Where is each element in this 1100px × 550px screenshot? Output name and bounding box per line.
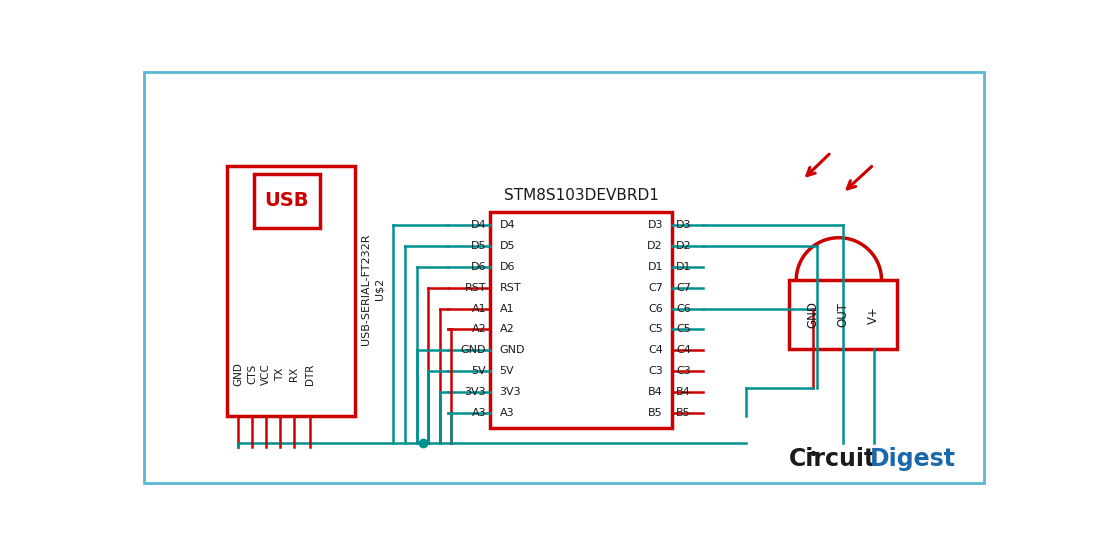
Text: C3: C3 xyxy=(676,366,691,376)
Text: C6: C6 xyxy=(648,304,663,313)
Text: C4: C4 xyxy=(648,345,663,355)
Text: GND: GND xyxy=(806,301,820,328)
Text: 5V: 5V xyxy=(499,366,514,376)
FancyBboxPatch shape xyxy=(254,174,320,228)
Text: C5: C5 xyxy=(676,324,691,334)
Text: 3V3: 3V3 xyxy=(499,387,521,397)
Text: D3: D3 xyxy=(676,221,692,230)
Text: OUT: OUT xyxy=(836,302,849,327)
Text: RST: RST xyxy=(464,283,486,293)
Text: D3: D3 xyxy=(648,221,663,230)
FancyBboxPatch shape xyxy=(144,72,983,483)
Text: C5: C5 xyxy=(648,324,663,334)
Text: D6: D6 xyxy=(471,262,486,272)
Text: VCC: VCC xyxy=(261,363,271,385)
Text: C6: C6 xyxy=(676,304,691,313)
FancyBboxPatch shape xyxy=(789,280,896,349)
Text: A2: A2 xyxy=(472,324,486,334)
Text: D4: D4 xyxy=(471,221,486,230)
Text: A2: A2 xyxy=(499,324,514,334)
Text: C3: C3 xyxy=(648,366,663,376)
Text: USB-SERIAL-FT232R: USB-SERIAL-FT232R xyxy=(361,234,371,345)
Text: GND: GND xyxy=(499,345,525,355)
Text: DTR: DTR xyxy=(305,364,315,384)
Text: B5: B5 xyxy=(676,408,691,417)
Text: D6: D6 xyxy=(499,262,515,272)
Text: B4: B4 xyxy=(648,387,663,397)
Text: GND: GND xyxy=(461,345,486,355)
Text: C4: C4 xyxy=(676,345,691,355)
Text: B5: B5 xyxy=(648,408,663,417)
Text: A1: A1 xyxy=(472,304,486,313)
FancyBboxPatch shape xyxy=(491,212,672,428)
Text: D1: D1 xyxy=(648,262,663,272)
Text: Digest: Digest xyxy=(870,447,956,471)
Text: U$2: U$2 xyxy=(374,278,384,300)
Text: D5: D5 xyxy=(499,241,515,251)
Text: RX: RX xyxy=(289,367,299,381)
Text: D4: D4 xyxy=(499,221,515,230)
Text: Circuit: Circuit xyxy=(789,447,876,471)
Text: STM8S103DEVBRD1: STM8S103DEVBRD1 xyxy=(504,188,659,203)
Text: A1: A1 xyxy=(499,304,514,313)
Text: 3V3: 3V3 xyxy=(464,387,486,397)
FancyBboxPatch shape xyxy=(227,166,354,416)
Text: D2: D2 xyxy=(676,241,692,251)
Text: D5: D5 xyxy=(471,241,486,251)
Text: A3: A3 xyxy=(499,408,514,417)
Text: A3: A3 xyxy=(472,408,486,417)
Text: 5V: 5V xyxy=(472,366,486,376)
Text: C7: C7 xyxy=(648,283,663,293)
Text: D1: D1 xyxy=(676,262,692,272)
Text: RST: RST xyxy=(499,283,521,293)
Text: TX: TX xyxy=(275,367,285,381)
Text: CTS: CTS xyxy=(248,364,257,384)
Text: USB: USB xyxy=(264,191,309,210)
Text: D2: D2 xyxy=(647,241,663,251)
Text: C7: C7 xyxy=(676,283,691,293)
Text: V+: V+ xyxy=(867,306,880,323)
Text: B4: B4 xyxy=(676,387,691,397)
Text: GND: GND xyxy=(233,362,243,386)
